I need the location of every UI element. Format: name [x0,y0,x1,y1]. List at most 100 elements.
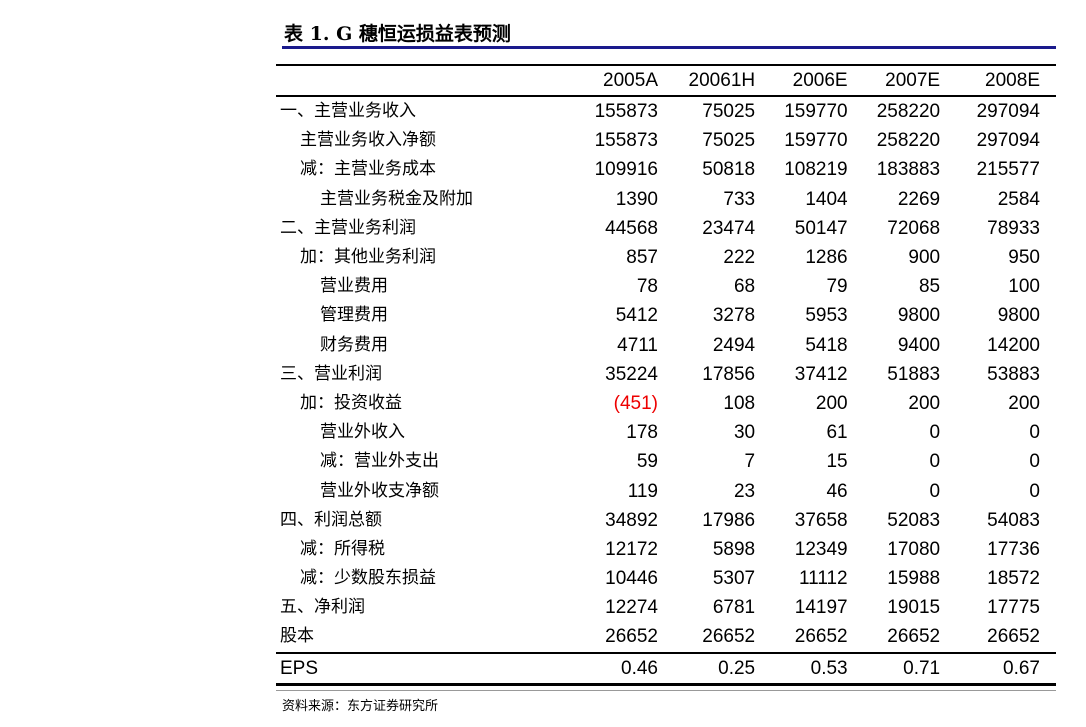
cell-value: 200 [908,392,941,414]
cell-value: 155873 [594,101,658,123]
cell-value: 297094 [976,130,1040,152]
table-row: 减：所得税 12172 5898 12349 17080 17736 [276,535,1056,564]
cell-value: 44568 [605,217,658,239]
cell-value: 12172 [605,538,658,560]
row-label: 营业外收入 [320,422,405,443]
cell-value: 0.46 [556,651,658,686]
source-note: 资料来源：东方证券研究所 [282,699,439,714]
cell-value: 52083 [887,509,941,531]
row-label: 减：所得税 [300,538,385,559]
cell-value: 5307 [712,568,756,590]
cell-value: 950 [1008,247,1040,269]
cell-value: 3278 [712,305,756,327]
cell-value: 155873 [594,130,658,152]
cell-value: 1404 [805,188,848,210]
table-row: 一、主营业务收入 155873 75025 159770 258220 297094 [276,96,1056,126]
row-label: 减：营业外支出 [320,451,439,472]
cell-value: 200 [1008,392,1040,414]
cell-value: 26652 [794,626,848,648]
cell-value: 258220 [876,130,941,152]
cell-value: 72068 [887,217,941,239]
cell-value: 0.25 [658,651,756,686]
cell-value: 17986 [702,509,756,531]
row-label: 营业外收支净额 [320,480,439,501]
cell-value: 0 [1029,422,1040,444]
cell-value: 0 [929,480,941,502]
cell-value: 10446 [605,568,658,590]
header-blank [276,64,556,97]
cell-value: 23 [733,480,756,502]
cell-value: 17775 [987,597,1040,619]
row-label: 一、主营业务收入 [280,101,416,122]
cell-value: 78 [636,276,658,298]
cell-value: 37412 [794,363,848,385]
cell-value: 183883 [876,159,941,181]
cell-value: 5898 [712,538,756,560]
cell-value: 178 [626,422,658,444]
cell-value: 9400 [897,334,941,356]
income-statement-table: 2005A 20061H 2006E 2007E 2008E 一、主营业务收入 1… [276,64,1056,686]
column-header: 2006E [755,64,848,97]
row-label: 五、净利润 [280,597,365,618]
cell-value: 18572 [987,568,1040,590]
cell-value: 14197 [794,597,848,619]
cell-value: 1286 [805,247,848,269]
cell-value: 61 [826,422,848,444]
cell-value: 68 [733,276,756,298]
cell-value: 23474 [702,217,756,239]
cell-value: 51883 [887,363,941,385]
cell-value: 37658 [794,509,848,531]
cell-value: 119 [627,480,658,502]
cell-value: 35224 [605,363,658,385]
table-row: 五、净利润 12274 6781 14197 19015 17775 [276,593,1056,622]
row-label: 财务费用 [320,334,388,355]
row-label: 加：投资收益 [300,392,402,413]
cell-value: 2494 [712,334,756,356]
cell-value: 54083 [987,509,1040,531]
cell-value: 26652 [887,626,941,648]
cell-value: 4711 [617,334,658,356]
row-label: EPS [276,651,556,686]
cell-value: 17856 [702,363,756,385]
cell-value: 9800 [997,305,1040,327]
cell-value: 6781 [712,597,756,619]
cell-value: 0.67 [940,651,1056,686]
table-title: 表 1. G 穗恒运损益表预测 [284,23,511,45]
cell-value: 14200 [987,334,1040,356]
cell-value: 26652 [702,626,756,648]
cell-value: 50147 [794,217,848,239]
row-label: 股本 [280,626,314,647]
row-label: 管理费用 [320,305,388,326]
row-label: 加：其他业务利润 [300,247,436,268]
table-row: 加：投资收益 (451) 108 200 200 200 [276,389,1056,418]
header-row: 2005A 20061H 2006E 2007E 2008E [276,64,1056,97]
cell-value: 78933 [987,217,1040,239]
cell-value: 50818 [702,159,756,181]
row-label: 主营业务收入净额 [300,130,436,151]
cell-value: 85 [918,276,941,298]
divider [276,690,1056,691]
table-row: 营业费用 78 68 79 85 100 [276,272,1056,301]
cell-value: 108219 [784,159,848,181]
table-row: EPS 0.46 0.25 0.53 0.71 0.67 [276,651,1056,686]
column-header: 20061H [658,64,756,97]
cell-value: 200 [815,392,848,414]
cell-value: 75025 [702,130,756,152]
table-row: 营业外收入 178 30 61 0 0 [276,418,1056,447]
cell-value: 5953 [805,305,848,327]
cell-value: 5418 [805,334,848,356]
cell-value: 15 [826,451,848,473]
table-row: 减：营业外支出 59 7 15 0 0 [276,447,1056,476]
cell-value: 17736 [987,538,1040,560]
cell-value: 0 [929,451,941,473]
table-row: 减：主营业务成本 109916 50818 108219 183883 215577 [276,155,1056,184]
cell-value: 53883 [987,363,1040,385]
row-label: 减：少数股东损益 [300,568,436,589]
cell-value: 2269 [897,188,941,210]
cell-value: 215577 [976,159,1040,181]
cell-value: 11112 [799,568,848,590]
cell-value: 297094 [976,101,1040,123]
cell-value: 109916 [594,159,658,181]
cell-value: 26652 [605,626,658,648]
row-label: 二、主营业务利润 [280,217,416,238]
